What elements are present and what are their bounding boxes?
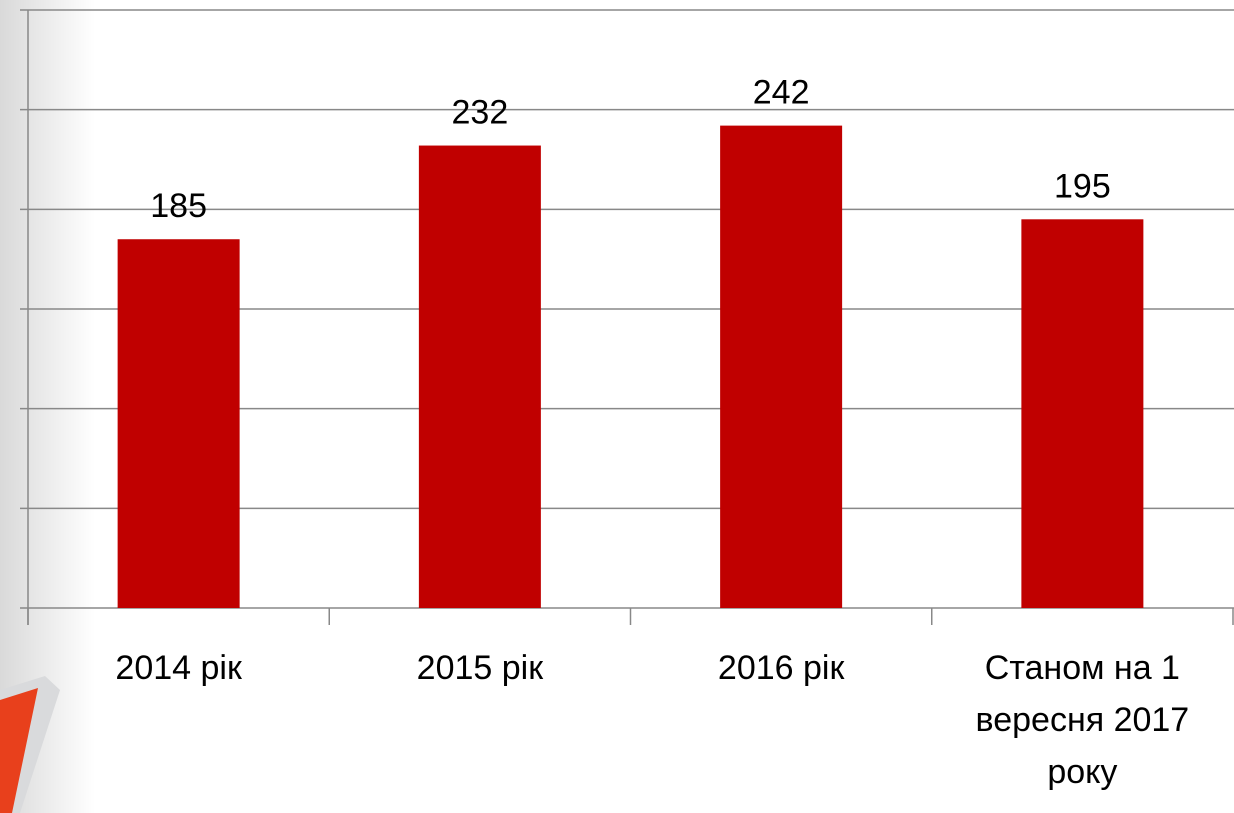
x-tick-label: 2015 рік bbox=[416, 649, 544, 687]
decoration bbox=[0, 688, 38, 813]
bar bbox=[418, 145, 541, 608]
x-tick-label: 2016 рік bbox=[717, 649, 845, 687]
x-tick-label: Станом на 1 вересня 2017 року bbox=[975, 649, 1190, 791]
side-shade bbox=[0, 0, 95, 813]
data-label: 232 bbox=[452, 94, 509, 132]
data-label: 195 bbox=[1054, 167, 1111, 205]
x-tick-label: 2014 рік bbox=[115, 649, 242, 687]
bar bbox=[117, 239, 240, 608]
data-label: 242 bbox=[753, 74, 810, 112]
bar bbox=[1021, 219, 1144, 609]
data-label: 185 bbox=[150, 187, 207, 225]
bar bbox=[720, 125, 843, 608]
